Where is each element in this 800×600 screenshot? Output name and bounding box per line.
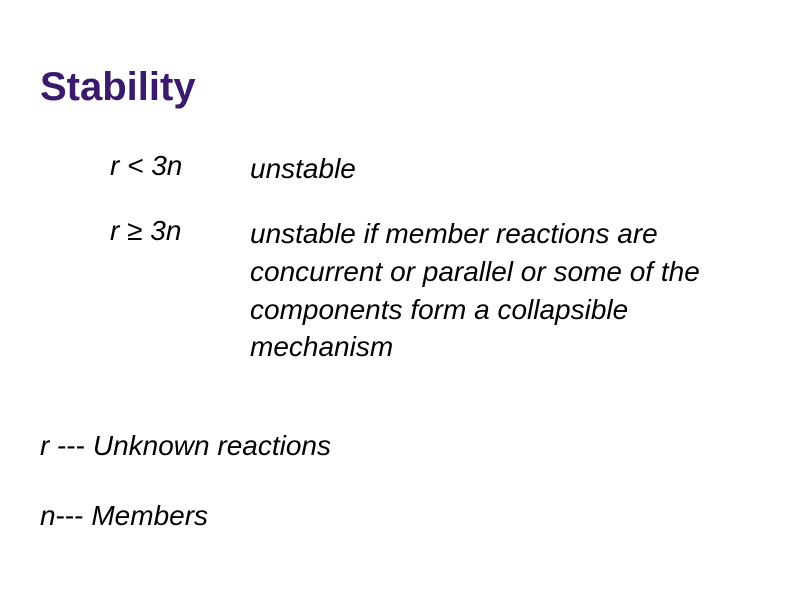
definition-n: n--- Members [40, 500, 208, 532]
definition-n-separator: --- [56, 500, 92, 531]
description-2: unstable if member reactions are concurr… [250, 215, 730, 366]
slide-title: Stability [40, 65, 196, 110]
condition-1: r < 3n [110, 150, 250, 182]
description-1: unstable [250, 150, 730, 188]
definition-r-text: Unknown reactions [93, 430, 331, 461]
definition-r: r --- Unknown reactions [40, 430, 331, 462]
definition-n-text: Members [91, 500, 208, 531]
definition-r-symbol: r [40, 430, 49, 461]
condition-row-1: r < 3n unstable [110, 150, 730, 188]
condition-row-2: r ≥ 3n unstable if member reactions are … [110, 215, 730, 366]
definition-n-symbol: n [40, 500, 56, 531]
definition-r-separator: --- [49, 430, 93, 461]
condition-2: r ≥ 3n [110, 215, 250, 247]
